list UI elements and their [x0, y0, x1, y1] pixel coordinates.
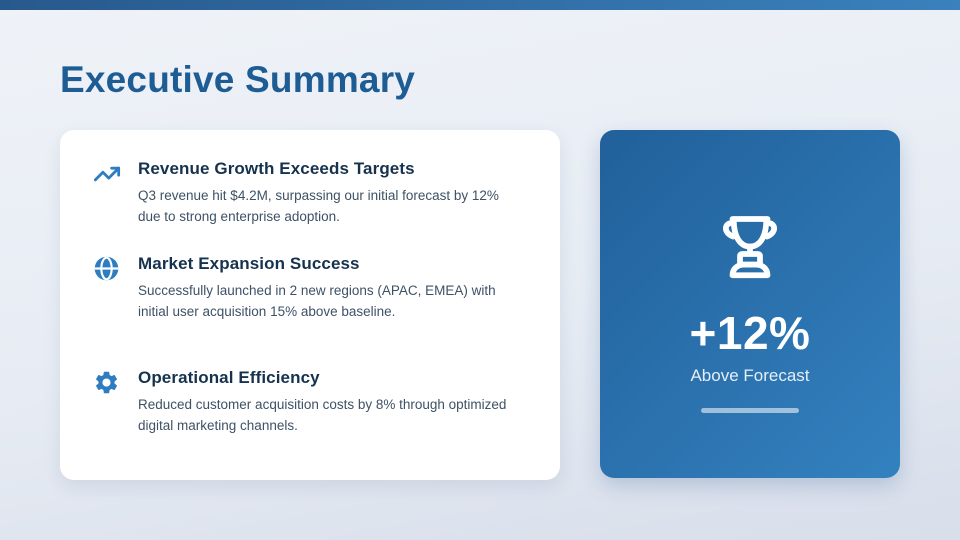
summary-item-text: Operational Efficiency Reduced customer …	[138, 367, 524, 436]
summary-item-title: Market Expansion Success	[138, 254, 360, 273]
summary-item-body: Successfully launched in 2 new regions (…	[138, 283, 496, 319]
trophy-icon	[710, 204, 790, 284]
highlight-value: +12%	[689, 307, 811, 359]
gear-icon	[93, 369, 121, 436]
summary-item-title: Revenue Growth Exceeds Targets	[138, 159, 415, 178]
summary-item-operational-efficiency: Operational Efficiency Reduced customer …	[93, 367, 524, 436]
summary-item-revenue-growth: Revenue Growth Exceeds Targets Q3 revenu…	[93, 158, 524, 227]
summary-item-text: Market Expansion Success Successfully la…	[138, 253, 524, 322]
highlight-divider	[701, 408, 799, 413]
summary-card: Revenue Growth Exceeds Targets Q3 revenu…	[60, 130, 560, 480]
summary-item-market-expansion: Market Expansion Success Successfully la…	[93, 253, 524, 322]
trending-up-icon	[93, 160, 121, 227]
highlight-label: Above Forecast	[690, 366, 810, 385]
summary-item-body: Q3 revenue hit $4.2M, surpassing our ini…	[138, 188, 499, 224]
summary-item-title: Operational Efficiency	[138, 368, 320, 387]
summary-item-body: Reduced customer acquisition costs by 8%…	[138, 397, 507, 433]
highlight-card: +12% Above Forecast	[600, 130, 900, 478]
page-title: Executive Summary	[60, 59, 416, 100]
top-accent-bar	[0, 0, 960, 10]
summary-item-text: Revenue Growth Exceeds Targets Q3 revenu…	[138, 158, 524, 227]
globe-icon	[93, 255, 121, 322]
